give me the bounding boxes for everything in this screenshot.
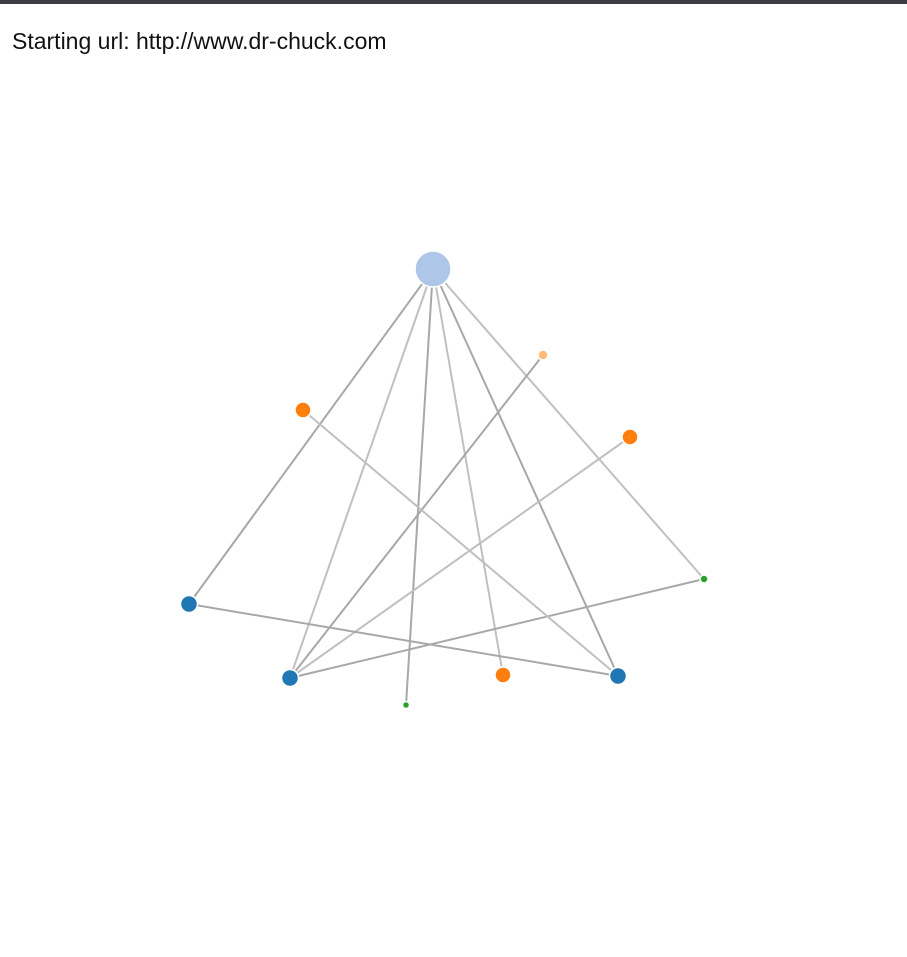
graph-edge-hub-n4 — [188, 268, 434, 605]
graph-node-n5[interactable] — [699, 574, 709, 584]
graph-node-n4[interactable] — [179, 594, 199, 614]
graph-node-n7[interactable] — [494, 666, 512, 684]
graph-edge-n3-n6 — [289, 436, 631, 679]
graph-edge-hub-n5 — [432, 268, 705, 580]
graph-node-n9[interactable] — [401, 700, 411, 710]
graph-nodes — [179, 250, 709, 710]
graph-edge-hub-n9 — [405, 268, 434, 706]
graph-edge-n1-n8 — [302, 409, 619, 677]
graph-edge-n2-n6 — [289, 354, 544, 679]
window-top-bar — [0, 0, 907, 4]
graph-node-n2[interactable] — [537, 349, 549, 361]
graph-node-n8[interactable] — [608, 666, 628, 686]
graph-node-hub[interactable] — [414, 250, 452, 288]
graph-edge-n5-n6 — [289, 578, 705, 679]
graph-edge-hub-n6 — [289, 268, 434, 679]
graph-edge-n4-n8 — [188, 603, 619, 677]
graph-node-n6[interactable] — [280, 668, 300, 688]
graph-node-n3[interactable] — [621, 428, 639, 446]
graph-links — [188, 268, 705, 706]
graph-node-n1[interactable] — [294, 401, 312, 419]
graph-edge-hub-n7 — [432, 268, 504, 676]
graph-edge-hub-n8 — [432, 268, 619, 677]
page-heading: Starting url: http://www.dr-chuck.com — [12, 28, 387, 54]
